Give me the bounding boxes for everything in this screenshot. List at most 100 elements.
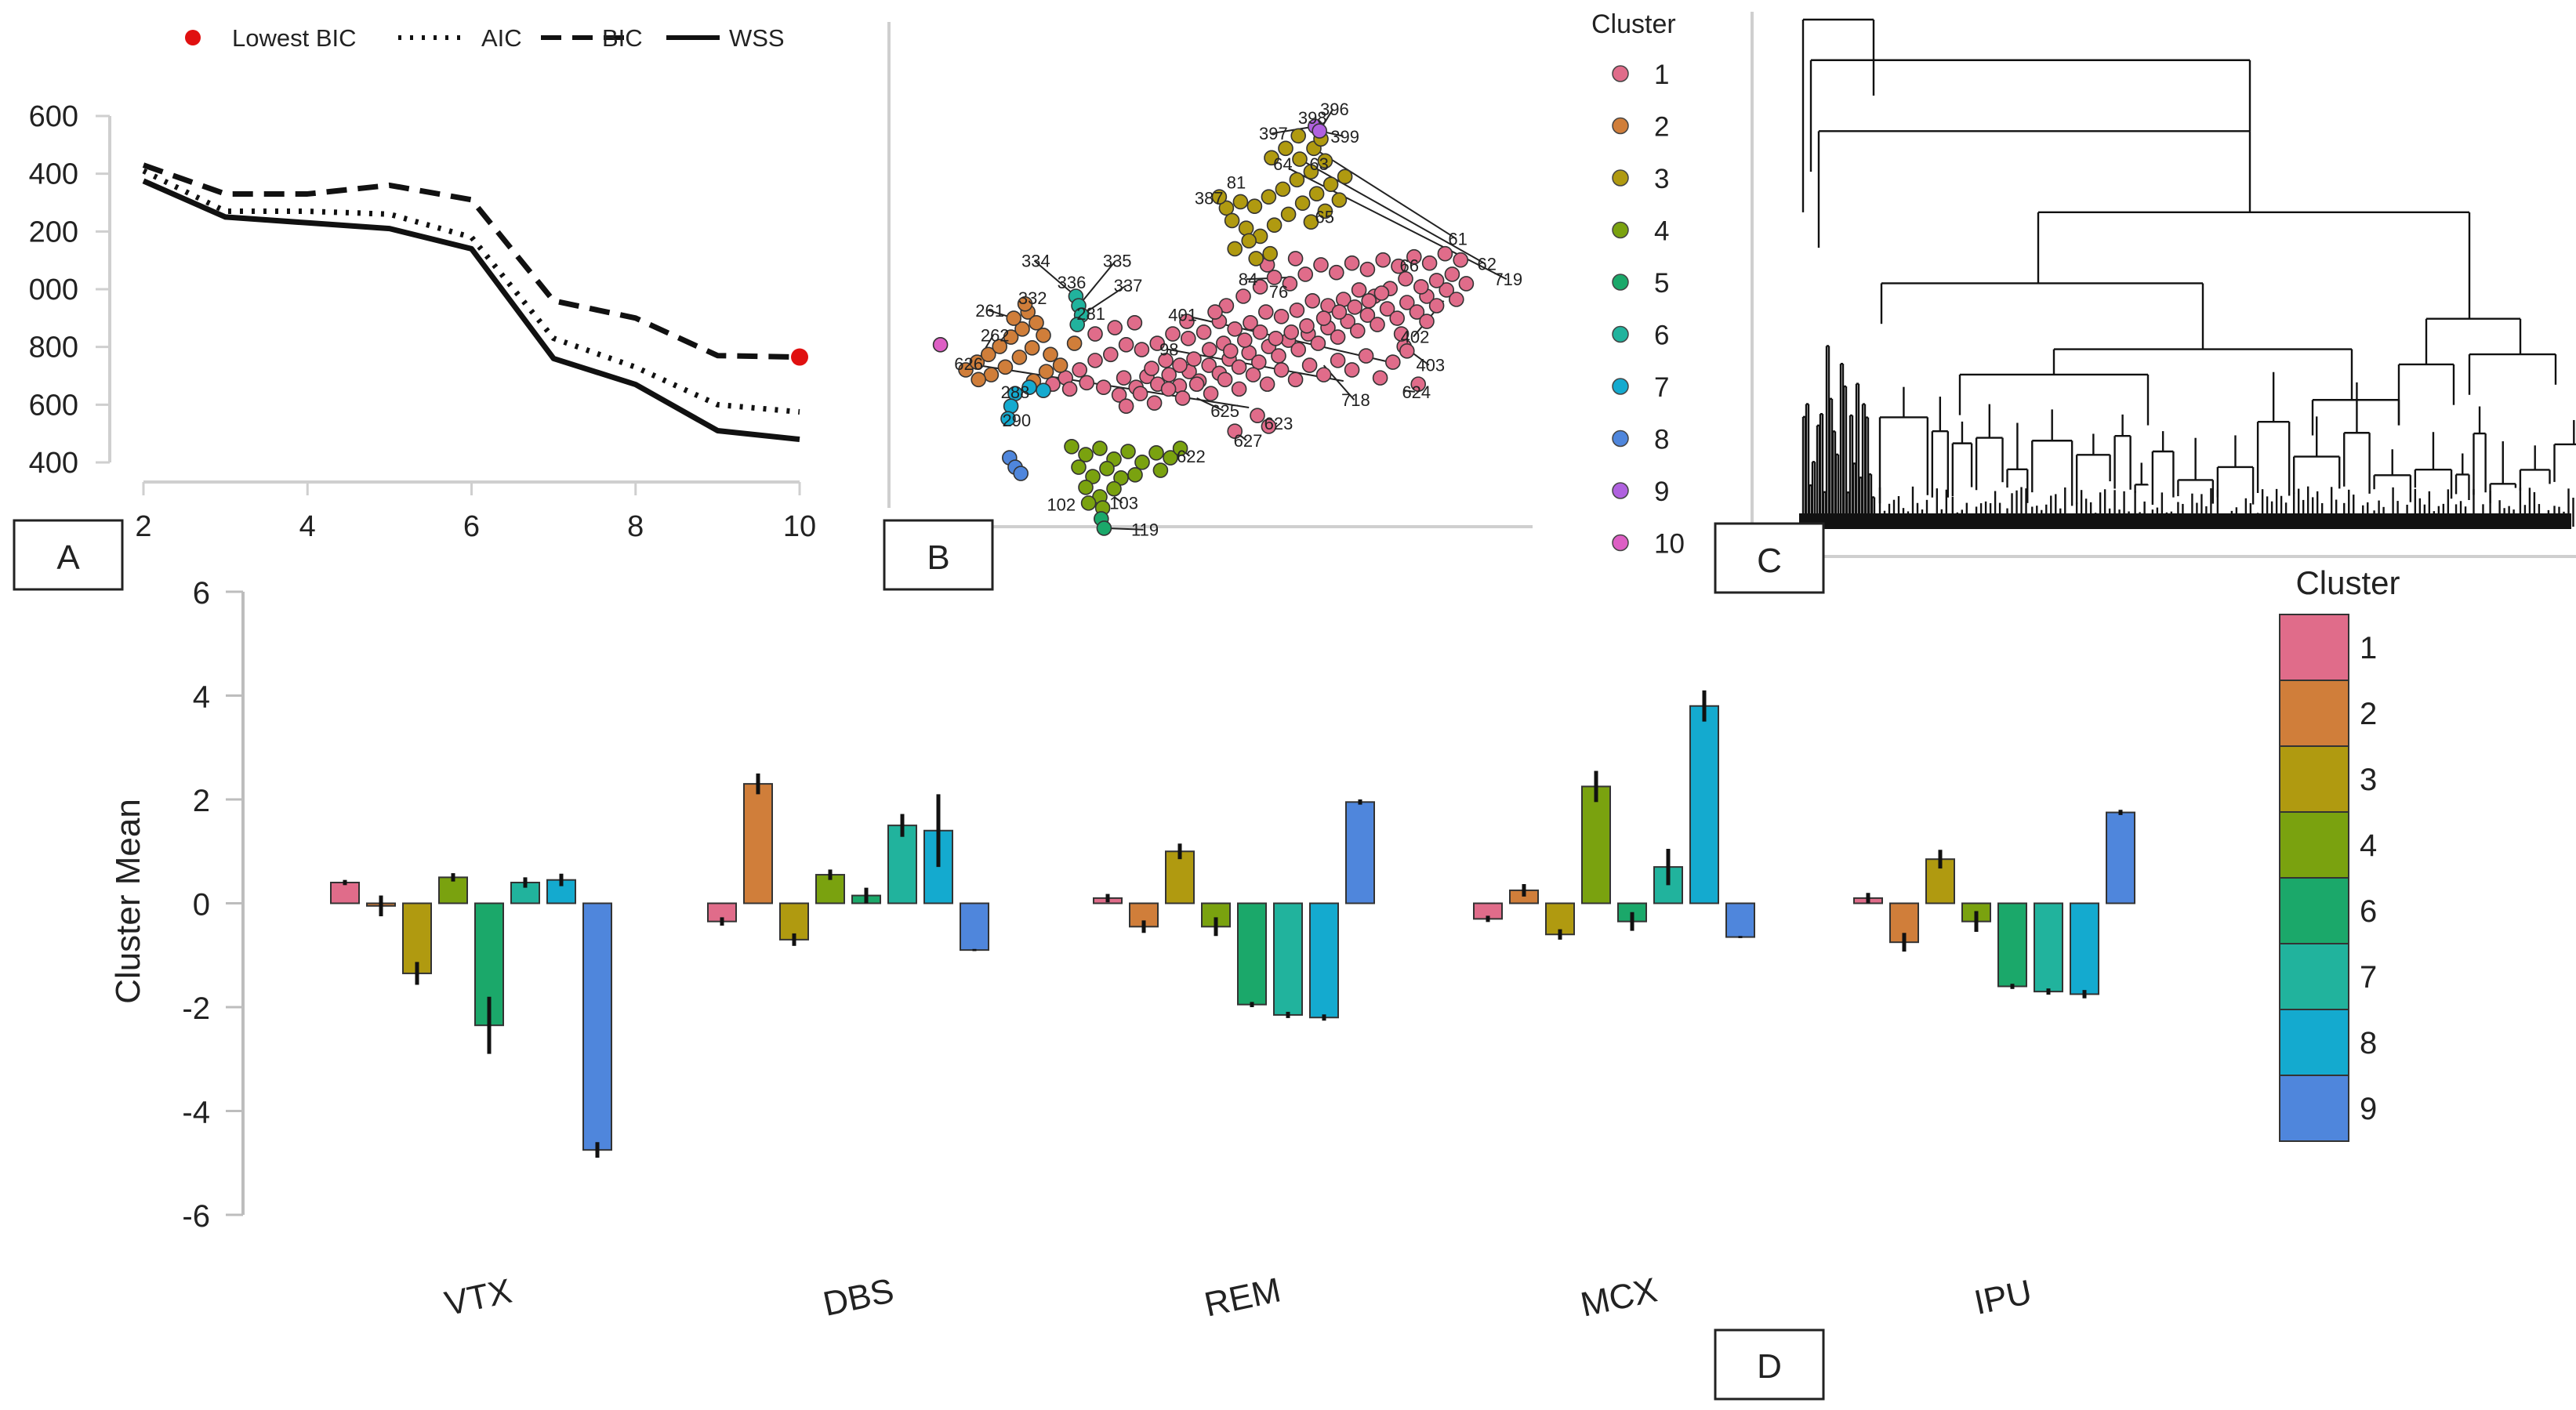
panel-b-point-label: 332 — [1018, 288, 1047, 308]
panel-b-point-cluster-3 — [1241, 233, 1257, 249]
panel-c-legend-marker-5 — [1612, 274, 1629, 291]
panel-d-bar-ipu-cluster-6 — [1997, 902, 2027, 988]
panel-b-point-cluster-1 — [1103, 346, 1119, 363]
panel-c-legend-label-5: 5 — [1654, 268, 1669, 299]
panel-b-point-cluster-4 — [1172, 440, 1188, 456]
panel-b-point-label: 336 — [1058, 273, 1087, 292]
panel-d-legend: 1 2 3 4 6 7 8 9 — [2279, 614, 2377, 1142]
panel-b-point-cluster-1 — [1174, 390, 1191, 406]
panel-b-point-cluster-1 — [1111, 387, 1127, 403]
panel-b-point-label: 623 — [1264, 414, 1293, 433]
panel-b-point-cluster-1 — [1172, 357, 1188, 373]
panel-c-legend-label-8: 8 — [1654, 425, 1669, 455]
panel-b-point-cluster-1 — [1271, 348, 1286, 364]
panel-b-point-cluster-4 — [1106, 480, 1122, 497]
panel-b-point-label: 63 — [1309, 154, 1328, 174]
panel-b-point-cluster-1 — [1444, 266, 1460, 282]
panel-b-point-cluster-1 — [1072, 362, 1087, 378]
panel-b-point-cluster-1 — [1389, 310, 1405, 326]
panel-b-point-cluster-2 — [1043, 346, 1058, 363]
panel-b-point-cluster-1 — [1087, 326, 1103, 342]
panel-b-point-cluster-4 — [1127, 467, 1143, 483]
panel-b-point-cluster-4 — [1113, 470, 1129, 486]
panel-b-point-cluster-1 — [1370, 317, 1385, 332]
panel-b-point-label: 399 — [1330, 127, 1359, 147]
panel-b-point-cluster-1 — [1379, 301, 1395, 317]
panel-b-point-cluster-2 — [1024, 340, 1040, 356]
panel-b-point-cluster-1 — [1347, 299, 1362, 315]
panel-c-legend-label-4: 4 — [1654, 216, 1669, 247]
panel-label-d: D — [1714, 1328, 1825, 1401]
panel-a-legend-wss-label: WSS — [729, 24, 785, 52]
panel-b-point-cluster-4 — [1071, 459, 1087, 475]
panel-b-point-label: 398 — [1298, 108, 1327, 128]
panel-b-point-label: 719 — [1493, 270, 1522, 289]
panel-d-bar-dbs-cluster-2 — [743, 783, 773, 904]
panel-b-point-cluster-1 — [1289, 302, 1305, 318]
panel-b-point-cluster-1 — [1290, 342, 1306, 357]
panel-d-bar-rem-cluster-7 — [1273, 902, 1303, 1016]
panel-b-point-cluster-1 — [1351, 282, 1367, 298]
panel-d-bar-mcx-cluster-8 — [1689, 705, 1719, 904]
panel-label-d-box — [1714, 1328, 1825, 1401]
panel-d-bar-vtx-cluster-4 — [438, 876, 468, 904]
panel-b-point-cluster-1 — [1250, 408, 1265, 423]
panel-b-point-cluster-1 — [1359, 261, 1376, 277]
panel-b-leader-line — [1313, 147, 1457, 240]
panel-b-point-cluster-1 — [1268, 331, 1284, 346]
panel-d-bar-vtx-cluster-3 — [402, 902, 432, 974]
panel-b-point-cluster-2 — [1011, 350, 1028, 365]
panel-b-leader-line — [1196, 397, 1225, 411]
panel-d-bar-ipu-cluster-8 — [2070, 902, 2099, 995]
panel-a-y-tick-label: 800 — [29, 332, 78, 364]
panel-b-point-label: 402 — [1401, 328, 1430, 347]
panel-b-point-cluster-3 — [1275, 181, 1291, 198]
panel-a-line-bic — [142, 162, 800, 361]
panel-b-point-label: 337 — [1114, 276, 1143, 295]
panel-b-point-cluster-6 — [1069, 317, 1085, 332]
panel-b-point-cluster-1 — [1421, 255, 1438, 271]
panel-a-legend-lowest-bic-marker — [185, 30, 201, 45]
panel-b-point-cluster-1 — [1243, 315, 1258, 331]
panel-b-point-cluster-1 — [1406, 248, 1422, 265]
panel-b-point-cluster-1 — [1258, 304, 1274, 320]
panel-b-point-label: 61 — [1448, 230, 1467, 249]
panel-d-legend-swatch-8 — [2279, 1009, 2349, 1076]
panel-b-leader-line — [1113, 496, 1123, 504]
panel-d-bar-ipu-cluster-9 — [2106, 811, 2135, 904]
panel-b-point-label: 397 — [1259, 124, 1288, 143]
panel-c-legend-label-3: 3 — [1654, 164, 1669, 194]
panel-b-point-label: 102 — [1047, 495, 1076, 515]
panel-b-point-cluster-1 — [1344, 255, 1360, 271]
panel-b-point-cluster-4 — [1120, 444, 1136, 459]
panel-c-legend-marker-3 — [1612, 169, 1629, 187]
panel-b-point-cluster-1 — [1116, 370, 1132, 386]
panel-b-point-cluster-2 — [1036, 328, 1051, 343]
panel-b-point-cluster-7 — [1000, 411, 1016, 426]
panel-b-point-cluster-2 — [1014, 321, 1030, 337]
panel-b-point-cluster-1 — [1186, 351, 1202, 367]
panel-d-legend-label-6: 6 — [2360, 894, 2377, 929]
panel-b-point-cluster-9 — [1312, 123, 1327, 139]
panel-d-legend-swatch-1 — [2279, 614, 2349, 681]
panel-a-legend-bic-label: BIC — [602, 24, 643, 52]
panel-b-point-cluster-1 — [1428, 298, 1445, 314]
panel-b-point-cluster-3 — [1218, 200, 1235, 216]
panel-b-point-cluster-4 — [1092, 440, 1108, 456]
panel-b-point-cluster-2 — [1029, 315, 1044, 331]
panel-b-point-cluster-1 — [1358, 348, 1374, 364]
panel-b-point-cluster-1 — [1399, 343, 1415, 359]
panel-b-point-label: 626 — [954, 354, 983, 374]
panel-b-point-cluster-1 — [1149, 335, 1165, 351]
panel-b-point-cluster-1 — [1201, 357, 1217, 373]
panel-b-point-cluster-1 — [1227, 321, 1243, 337]
panel-b-point-label: 622 — [1177, 447, 1206, 466]
panel-b-point-cluster-1 — [1344, 362, 1360, 378]
panel-label-c-text: C — [1757, 542, 1782, 580]
panel-b-point-cluster-4 — [1085, 469, 1101, 484]
panel-b-point-cluster-1 — [1195, 324, 1212, 340]
panel-c-legend-marker-8 — [1612, 430, 1629, 448]
panel-c-legend-background — [1548, 0, 1752, 541]
panel-b-point-cluster-2 — [1017, 295, 1033, 312]
